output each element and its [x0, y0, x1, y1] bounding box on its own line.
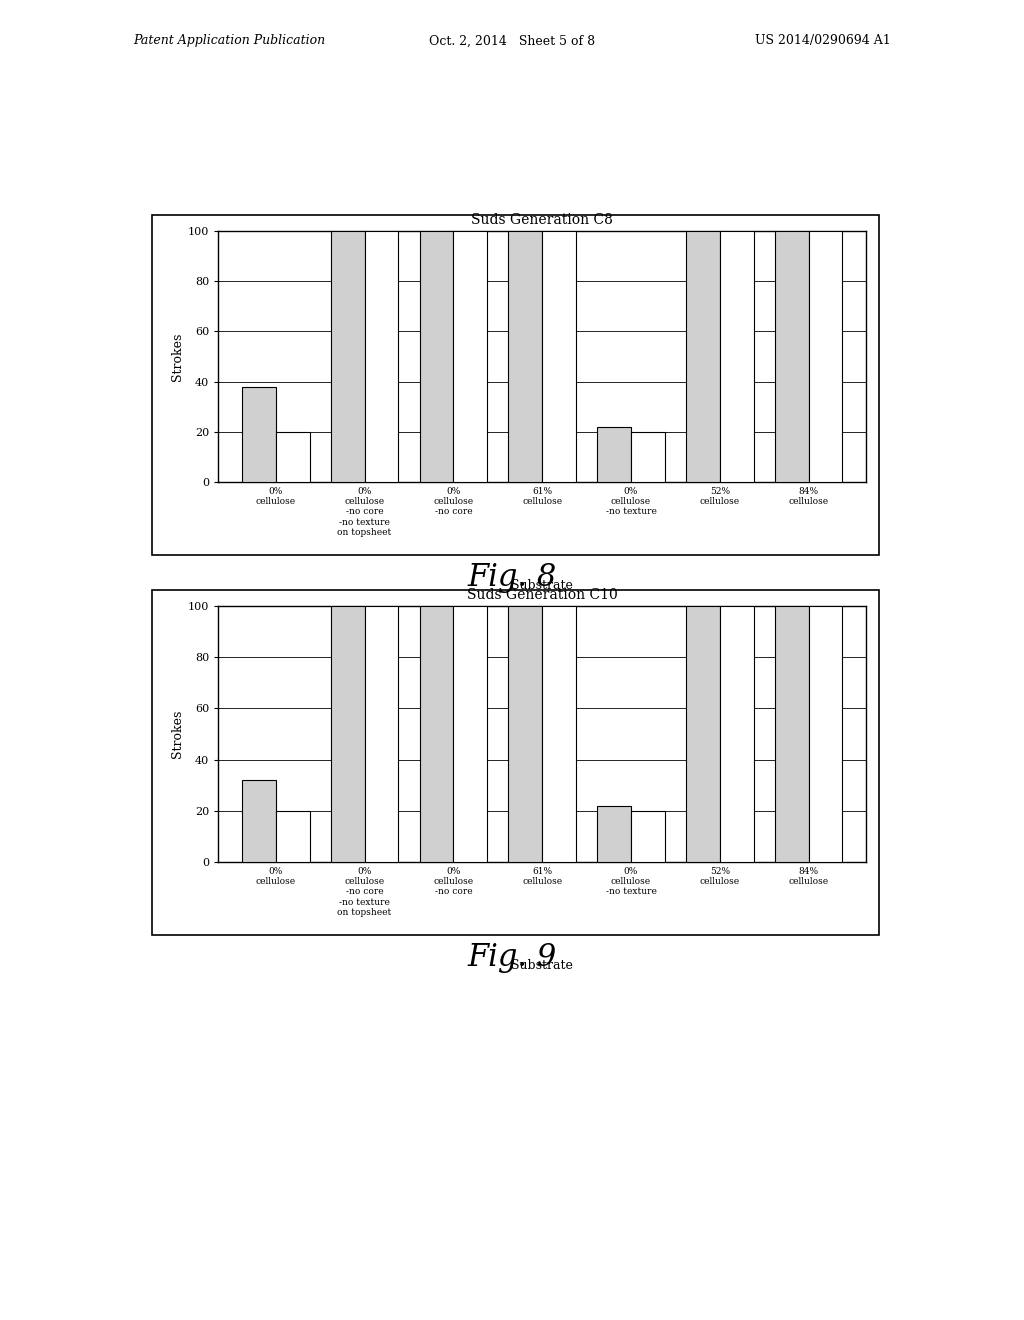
Text: Fig. 9: Fig. 9 [467, 941, 557, 973]
Bar [631, 810, 665, 862]
Y-axis label: Strokes: Strokes [171, 333, 183, 380]
Bar [365, 606, 398, 862]
Bar [454, 606, 487, 862]
Title: Suds Generation C10: Suds Generation C10 [467, 587, 617, 602]
Bar [597, 428, 631, 482]
X-axis label: Substrate: Substrate [511, 579, 573, 591]
Y-axis label: Strokes: Strokes [171, 710, 183, 758]
Text: US 2014/0290694 A1: US 2014/0290694 A1 [755, 34, 891, 48]
Text: Patent Application Publication: Patent Application Publication [133, 34, 326, 48]
Bar [809, 231, 843, 482]
Bar [686, 606, 720, 862]
Bar [543, 606, 575, 862]
Text: Fig. 8: Fig. 8 [467, 561, 557, 593]
Bar [631, 432, 665, 482]
Bar [242, 780, 275, 862]
Bar [275, 432, 309, 482]
X-axis label: Substrate: Substrate [511, 958, 573, 972]
Title: Suds Generation C8: Suds Generation C8 [471, 213, 613, 227]
Bar [720, 231, 754, 482]
Bar [242, 387, 275, 482]
Bar [420, 606, 454, 862]
Bar [454, 231, 487, 482]
Bar [775, 606, 809, 862]
Bar [686, 231, 720, 482]
Bar [509, 606, 543, 862]
Bar [420, 231, 454, 482]
Bar [365, 231, 398, 482]
Bar [509, 231, 543, 482]
Bar [543, 231, 575, 482]
Bar [809, 606, 843, 862]
Bar [775, 231, 809, 482]
Bar [720, 606, 754, 862]
Bar [275, 810, 309, 862]
Text: Oct. 2, 2014   Sheet 5 of 8: Oct. 2, 2014 Sheet 5 of 8 [429, 34, 595, 48]
Bar [597, 807, 631, 862]
Bar [331, 231, 365, 482]
Bar [331, 606, 365, 862]
